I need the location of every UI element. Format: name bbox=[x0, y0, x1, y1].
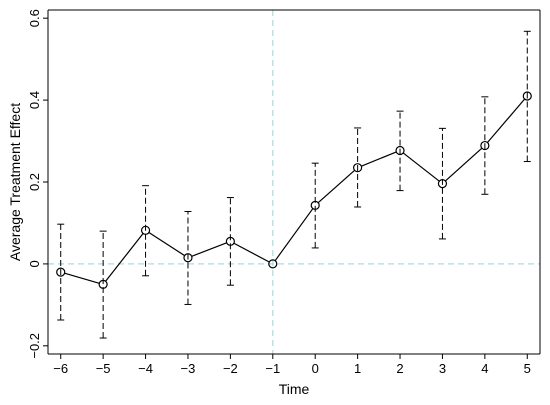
ci-bar bbox=[354, 127, 362, 208]
ci-bar bbox=[57, 223, 65, 321]
effect-line bbox=[64, 98, 526, 284]
reference-lines bbox=[48, 10, 540, 354]
ci-bar bbox=[311, 162, 319, 249]
line-segment bbox=[487, 98, 526, 143]
line-segment bbox=[361, 151, 397, 167]
y-tick-label: 0.2 bbox=[27, 173, 42, 191]
data-point bbox=[395, 145, 405, 156]
data-point bbox=[56, 267, 66, 277]
y-tick-label: −0.2 bbox=[27, 333, 42, 359]
data-point bbox=[268, 259, 278, 269]
confidence-intervals bbox=[57, 30, 531, 339]
line-segment bbox=[64, 272, 100, 284]
line-segment bbox=[445, 147, 483, 182]
data-point bbox=[98, 279, 108, 289]
ci-bar bbox=[438, 127, 446, 240]
data-point bbox=[480, 140, 490, 151]
x-tick-label: −6 bbox=[53, 361, 68, 376]
data-point bbox=[310, 200, 320, 210]
ci-bar bbox=[226, 197, 234, 286]
data-point bbox=[522, 91, 532, 101]
data-point bbox=[437, 179, 448, 189]
x-tick-label: 2 bbox=[396, 361, 403, 376]
x-tick-label: 1 bbox=[354, 361, 361, 376]
data-point bbox=[140, 225, 151, 235]
x-tick-label: −3 bbox=[181, 361, 196, 376]
ci-bar bbox=[523, 30, 531, 163]
line-segment bbox=[317, 169, 356, 204]
x-tick-label: −4 bbox=[138, 361, 153, 376]
ci-bar bbox=[184, 210, 192, 305]
x-tick-label: −1 bbox=[265, 361, 280, 376]
line-segment bbox=[105, 233, 144, 282]
y-tick-label: 0.4 bbox=[27, 91, 42, 109]
line-segment bbox=[191, 242, 227, 257]
line-segment bbox=[274, 208, 314, 262]
effect-points bbox=[56, 91, 532, 289]
y-tick-label: 0.6 bbox=[27, 9, 42, 27]
line-segment bbox=[148, 231, 185, 257]
data-point bbox=[353, 163, 363, 173]
axes: −6 −5 −4 −3 −2 −1 0 1 2 3 4 5 −0.2 0 0.2 0.4 0.6 bbox=[27, 9, 541, 376]
ci-bar bbox=[396, 110, 404, 192]
x-tick-label: 4 bbox=[481, 361, 488, 376]
ci-bar bbox=[481, 96, 489, 195]
x-axis-label: Time bbox=[279, 381, 310, 397]
line-segment bbox=[402, 152, 440, 182]
x-tick-label: 5 bbox=[524, 361, 531, 376]
y-axis-label: Average Treatment Effect bbox=[7, 103, 23, 261]
line-segment bbox=[233, 242, 270, 263]
x-tick-label: −5 bbox=[96, 361, 111, 376]
data-point bbox=[183, 253, 193, 263]
y-tick-label: 0 bbox=[27, 260, 42, 267]
ci-bar bbox=[99, 230, 107, 339]
ci-bar bbox=[142, 185, 150, 277]
x-tick-label: −2 bbox=[223, 361, 238, 376]
x-tick-label: 0 bbox=[312, 361, 319, 376]
x-tick-label: 3 bbox=[439, 361, 446, 376]
data-point bbox=[225, 236, 235, 246]
